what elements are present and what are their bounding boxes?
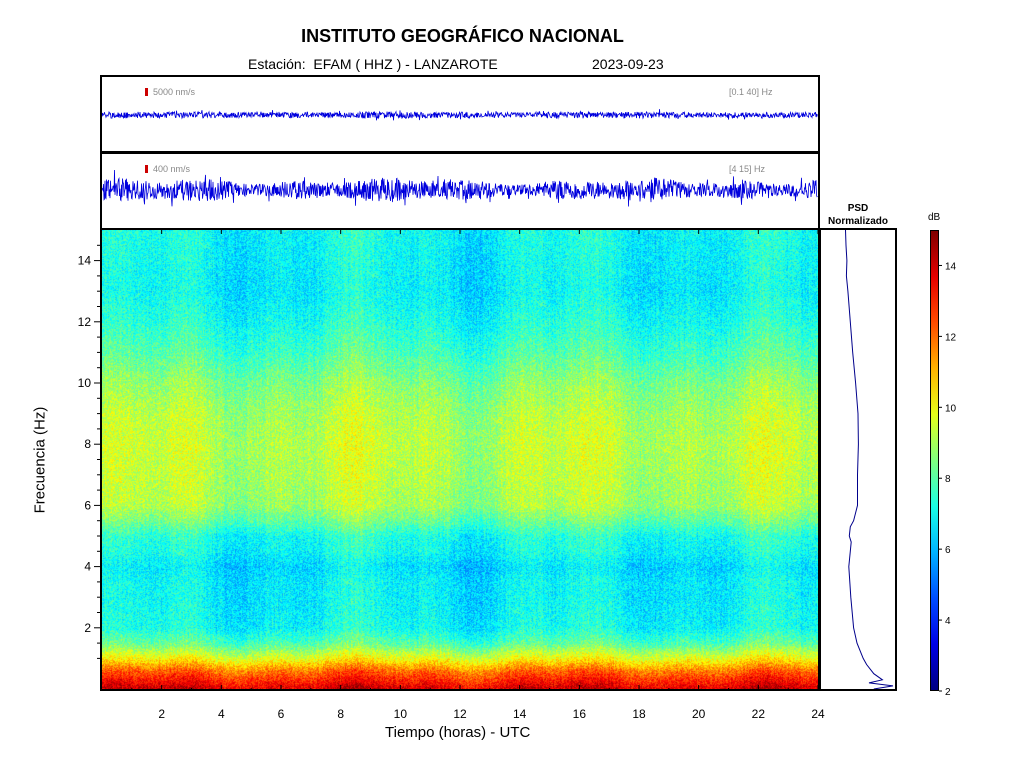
colorbar-tick-label: 14	[945, 261, 957, 272]
x-tick-label: 6	[278, 707, 285, 721]
y-tick-label: 10	[78, 376, 92, 390]
x-tick-label: 20	[692, 707, 706, 721]
x-tick-label: 12	[453, 707, 467, 721]
scale-bar-icon	[145, 165, 148, 173]
x-tick-label: 8	[337, 707, 344, 721]
y-tick-label: 14	[78, 254, 92, 268]
scale-bar-icon	[145, 88, 148, 96]
y-tick-label: 8	[84, 437, 91, 451]
x-tick-label: 2	[158, 707, 165, 721]
colorbar	[930, 230, 939, 691]
x-tick-label: 10	[394, 707, 408, 721]
x-tick-label: 14	[513, 707, 527, 721]
spectrogram-heatmap	[102, 230, 818, 689]
y-tick-label: 12	[78, 315, 92, 329]
x-tick-label: 22	[752, 707, 766, 721]
colorbar-tick-label: 2	[945, 687, 951, 698]
station-subtitle: Estación: EFAM ( HHZ ) - LANZAROTE	[248, 56, 498, 72]
x-tick-label: 4	[218, 707, 225, 721]
colorbar-tick-label: 12	[945, 332, 957, 343]
date-label: 2023-09-23	[592, 56, 664, 72]
trace1-scale-label: 5000 nm/s	[153, 87, 196, 97]
y-axis-label: Frecuencia (Hz)	[31, 406, 49, 514]
x-tick-label: 16	[573, 707, 587, 721]
filtered-trace	[102, 169, 818, 207]
trace1-band-label: [0.1 40] Hz	[729, 87, 773, 97]
psd-line	[845, 229, 894, 690]
psd-title-line1: PSD	[847, 203, 869, 214]
x-tick-label: 24	[811, 707, 825, 721]
x-tick-label: 18	[632, 707, 646, 721]
y-tick-label: 4	[84, 560, 91, 574]
trace2-band-label: [4 15] Hz	[729, 164, 766, 174]
seismic-waveform	[102, 169, 818, 207]
x-axis-label: Tiempo (horas) - UTC	[385, 724, 531, 741]
broadband-trace-panel	[100, 75, 820, 153]
colorbar-tick-label: 8	[945, 474, 951, 485]
colorbar-label: dB	[928, 212, 941, 223]
y-tick-label: 6	[84, 498, 91, 512]
broadband-trace	[102, 109, 818, 121]
psd-title-line2: Normalizado	[827, 216, 888, 227]
colorbar-tick-label: 6	[945, 545, 951, 556]
colorbar-tick-label: 10	[945, 403, 957, 414]
y-tick-label: 2	[84, 621, 91, 635]
chart-title: INSTITUTO GEOGRÁFICO NACIONAL	[301, 26, 624, 46]
psd-panel	[819, 228, 897, 691]
trace2-scale-label: 400 nm/s	[153, 164, 191, 174]
colorbar-tick-label: 4	[945, 616, 951, 627]
psd-title: PSD Normalizado	[815, 202, 901, 228]
seismic-waveform	[102, 109, 818, 121]
psd-curve	[845, 229, 894, 690]
